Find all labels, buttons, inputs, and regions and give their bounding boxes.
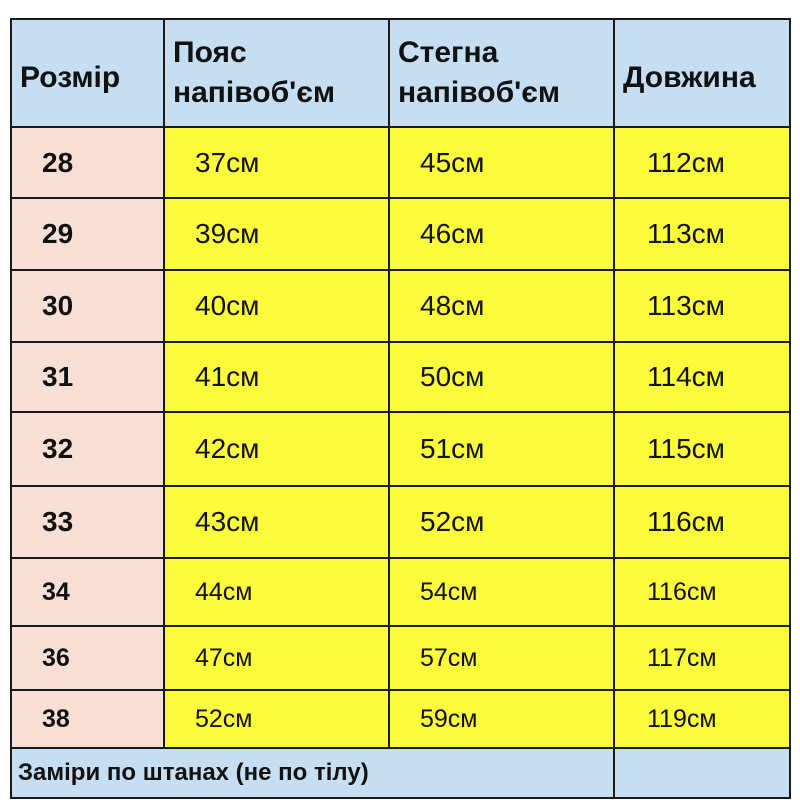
hips-cell: 48см xyxy=(388,269,615,343)
footer-empty-cell xyxy=(613,747,791,799)
header-waist: Пояс напівоб'єм xyxy=(163,18,390,128)
waist-cell: 43см xyxy=(163,485,390,559)
length-cell: 113см xyxy=(613,269,791,343)
length-cell: 112см xyxy=(613,126,791,199)
waist-cell: 44см xyxy=(163,557,390,627)
size-cell: 32 xyxy=(10,411,165,487)
hips-cell: 52см xyxy=(388,485,615,559)
size-cell: 36 xyxy=(10,625,165,691)
hips-cell: 57см xyxy=(388,625,615,691)
length-cell: 114см xyxy=(613,341,791,413)
waist-cell: 37см xyxy=(163,126,390,199)
table-row: 38 52см 59см 119см xyxy=(10,689,791,749)
size-cell: 33 xyxy=(10,485,165,559)
waist-cell: 47см xyxy=(163,625,390,691)
size-cell: 34 xyxy=(10,557,165,627)
size-cell: 29 xyxy=(10,197,165,271)
waist-cell: 42см xyxy=(163,411,390,487)
waist-cell: 40см xyxy=(163,269,390,343)
table-row: 31 41см 50см 114см xyxy=(10,341,791,413)
length-cell: 115см xyxy=(613,411,791,487)
hips-cell: 59см xyxy=(388,689,615,749)
size-cell: 28 xyxy=(10,126,165,199)
header-row: Розмір Пояс напівоб'єм Стегна напівоб'єм… xyxy=(10,18,791,128)
hips-cell: 50см xyxy=(388,341,615,413)
table-row: 28 37см 45см 112см xyxy=(10,126,791,199)
header-hips: Стегна напівоб'єм xyxy=(388,18,615,128)
hips-cell: 46см xyxy=(388,197,615,271)
size-cell: 38 xyxy=(10,689,165,749)
waist-cell: 39см xyxy=(163,197,390,271)
table-row: 33 43см 52см 116см xyxy=(10,485,791,559)
length-cell: 116см xyxy=(613,485,791,559)
table-row: 34 44см 54см 116см xyxy=(10,557,791,627)
header-length: Довжина xyxy=(613,18,791,128)
length-cell: 116см xyxy=(613,557,791,627)
table-row: 30 40см 48см 113см xyxy=(10,269,791,343)
table-row: 36 47см 57см 117см xyxy=(10,625,791,691)
footer-note: Заміри по штанах (не по тілу) xyxy=(10,747,615,799)
header-size: Розмір xyxy=(10,18,165,128)
hips-cell: 54см xyxy=(388,557,615,627)
size-cell: 31 xyxy=(10,341,165,413)
length-cell: 113см xyxy=(613,197,791,271)
size-cell: 30 xyxy=(10,269,165,343)
length-cell: 117см xyxy=(613,625,791,691)
table-row: 29 39см 46см 113см xyxy=(10,197,791,271)
hips-cell: 45см xyxy=(388,126,615,199)
footer-row: Заміри по штанах (не по тілу) xyxy=(10,747,791,799)
table-row: 32 42см 51см 115см xyxy=(10,411,791,487)
hips-cell: 51см xyxy=(388,411,615,487)
size-chart-table: Розмір Пояс напівоб'єм Стегна напівоб'єм… xyxy=(10,18,791,799)
waist-cell: 41см xyxy=(163,341,390,413)
length-cell: 119см xyxy=(613,689,791,749)
waist-cell: 52см xyxy=(163,689,390,749)
